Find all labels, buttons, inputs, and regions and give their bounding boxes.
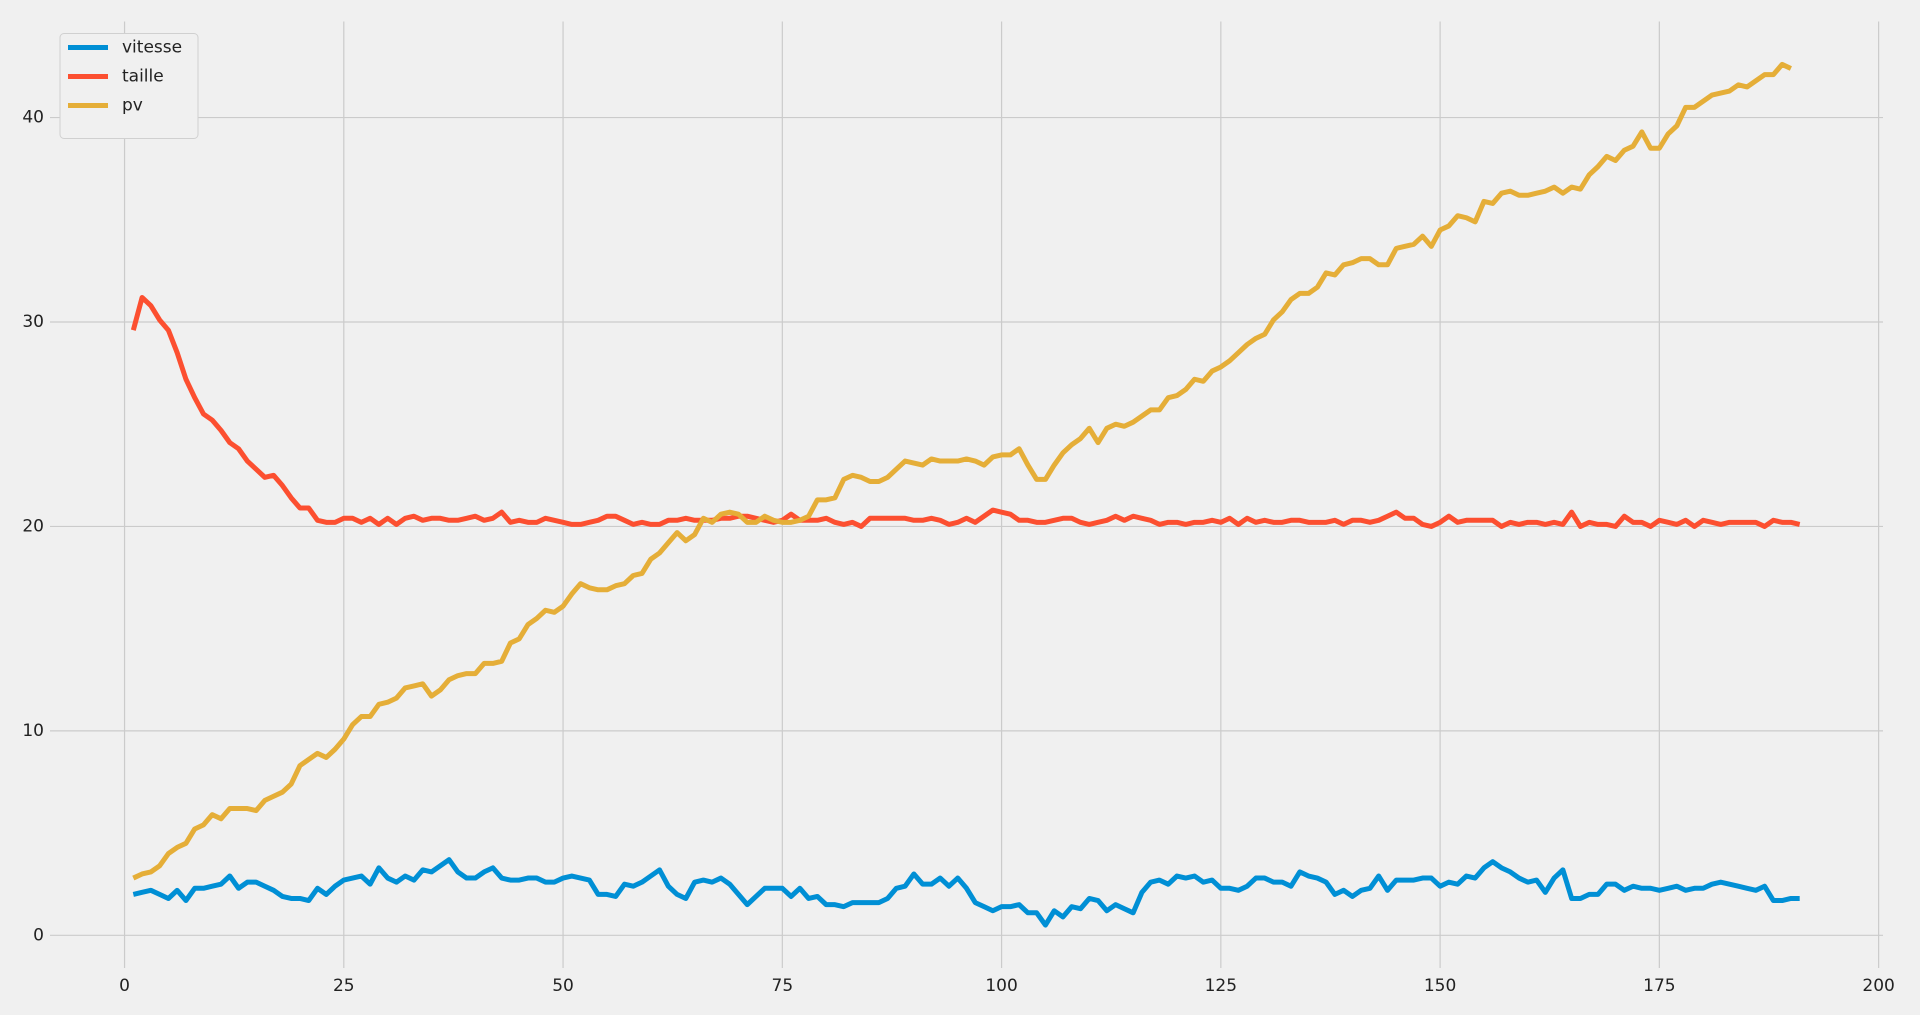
x-tick-label: 50 [552, 976, 574, 996]
legend-label: pv [122, 96, 143, 116]
legend: vitesse taille pv [59, 33, 199, 139]
y-tick-label: 10 [22, 721, 44, 741]
y-tick-label: 20 [22, 516, 44, 536]
legend-label: taille [122, 67, 164, 87]
x-tick-label: 0 [119, 976, 130, 996]
x-tick-label: 150 [1424, 976, 1456, 996]
legend-label: vitesse [122, 38, 182, 58]
x-tick-label: 25 [333, 976, 355, 996]
y-tick-label: 40 [22, 108, 44, 128]
y-tick-label: 30 [22, 312, 44, 332]
line-series [132, 857, 1800, 928]
line-series [132, 61, 1792, 881]
x-tick-label: 200 [1862, 976, 1894, 996]
x-tick-label: 175 [1643, 976, 1675, 996]
y-tick-label: 0 [33, 925, 44, 945]
x-tick-label: 100 [985, 976, 1017, 996]
x-tick-label: 75 [772, 976, 794, 996]
legend-box [59, 33, 199, 139]
line-series [130, 294, 1801, 529]
x-tick-label: 125 [1205, 976, 1237, 996]
